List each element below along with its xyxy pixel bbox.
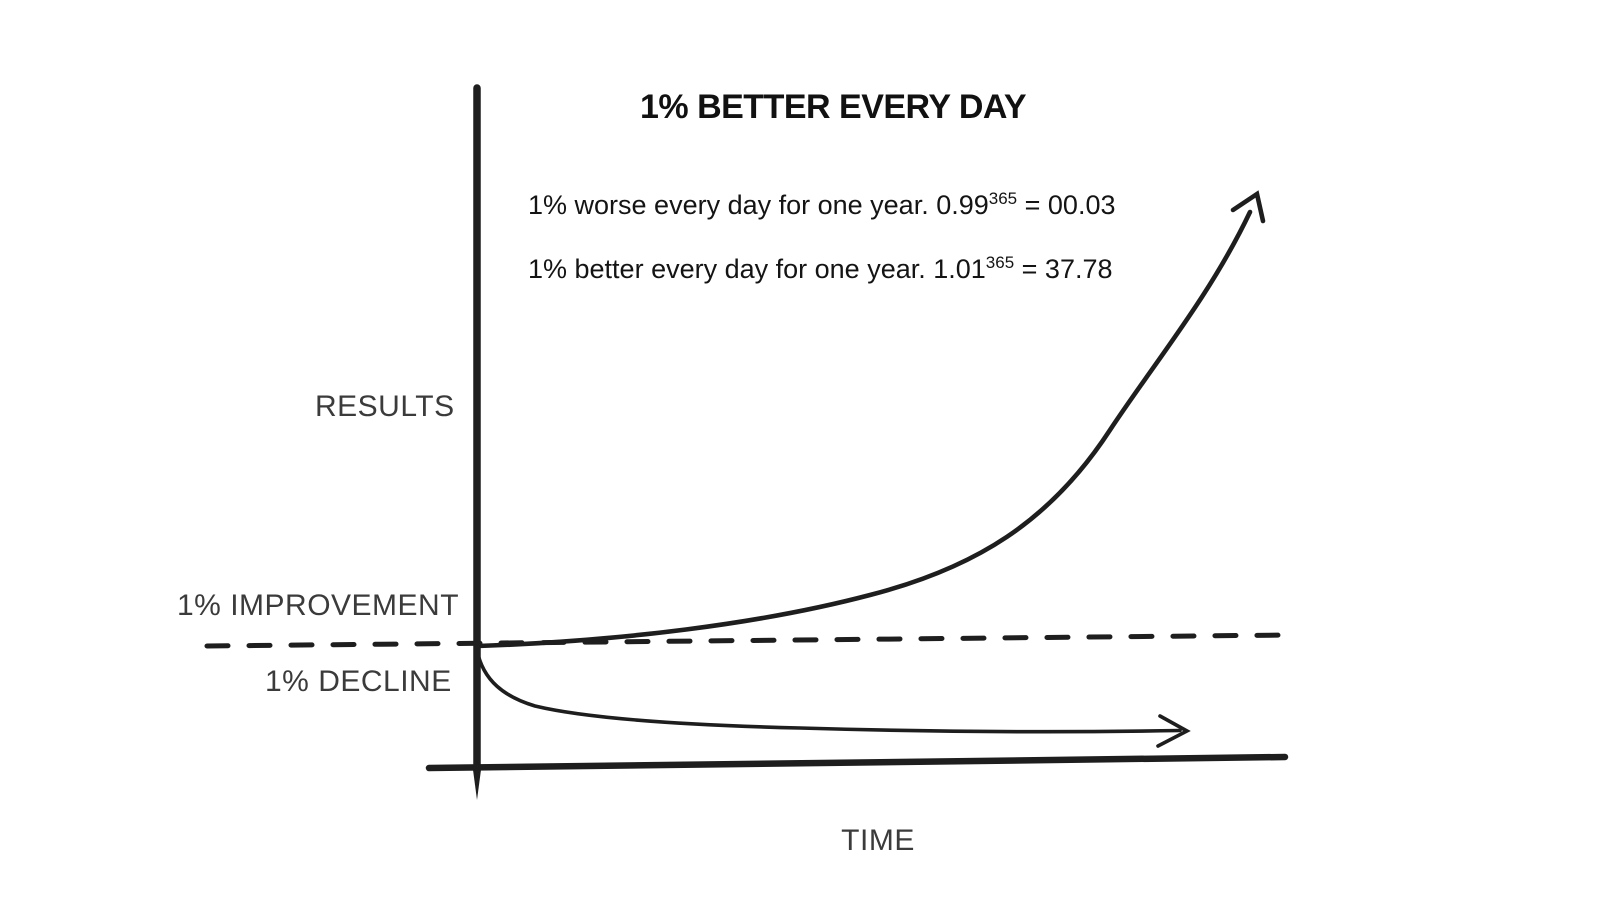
formula-better-exponent: 365: [985, 253, 1015, 272]
decline-arrowhead-icon: [1156, 714, 1191, 748]
growth-arrowhead-icon: [1230, 190, 1266, 224]
formula-worse: 1% worse every day for one year. 0.99365…: [528, 189, 1116, 220]
growth-curve: [475, 209, 1253, 649]
formula-worse-result: = 00.03: [1017, 190, 1116, 220]
y-axis-tip: [472, 766, 482, 800]
x-axis-label: TIME: [841, 824, 915, 857]
chart-title: 1% BETTER EVERY DAY: [639, 88, 1027, 126]
formula-better-text: 1% better every day for one year. 1.01: [528, 254, 986, 284]
formula-better: 1% better every day for one year. 1.0136…: [528, 253, 1113, 284]
y-axis-label: RESULTS: [315, 390, 455, 423]
formula-worse-text: 1% worse every day for one year. 0.99: [528, 190, 989, 220]
formula-worse-exponent: 365: [988, 189, 1018, 208]
decline-curve: [475, 648, 1182, 734]
x-axis-line: [425, 753, 1289, 772]
improvement-label: 1% IMPROVEMENT: [177, 589, 460, 622]
formula-better-result: = 37.78: [1014, 254, 1113, 284]
baseline-dashed-line: [204, 632, 1293, 649]
decline-label: 1% DECLINE: [265, 665, 452, 698]
